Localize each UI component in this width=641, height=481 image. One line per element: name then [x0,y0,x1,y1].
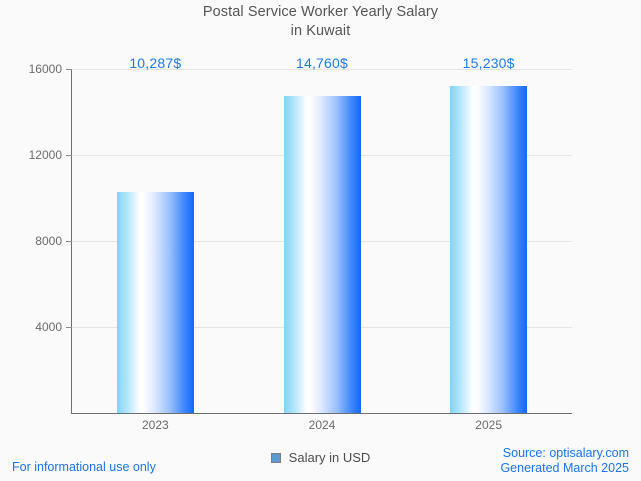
gridline [72,69,572,70]
y-axis-tick-label: 16000 [28,62,62,76]
bar[interactable] [283,95,361,413]
footer-generated: Generated March 2025 [500,461,629,475]
bar-value-label: 15,230$ [462,55,515,71]
chart-title-line-2: in Kuwait [290,23,351,39]
footer-disclaimer: For informational use only [12,460,156,474]
footer-source-block: Source: optisalary.com Generated March 2… [500,446,629,476]
bar[interactable] [450,85,528,413]
y-axis-tick-label: 12000 [28,148,62,162]
x-axis-tick-label: 2023 [141,418,169,432]
chart-title-line-1: Postal Service Worker Yearly Salary [202,4,439,20]
y-axis-tick-label: 8000 [35,234,62,248]
y-axis-tick-label: 4000 [35,320,62,334]
footer-source: Source: optisalary.com [502,446,629,460]
chart-title: Postal Service Worker Yearly Salary in K… [0,3,641,41]
bar-value-label: 10,287$ [129,55,182,71]
legend-item-label: Salary in USD [288,450,371,465]
bar[interactable] [116,191,194,413]
y-axis-tick-mark [66,69,72,70]
chart-legend: Salary in USD [0,450,641,465]
x-axis-tick-label: 2025 [475,418,502,432]
x-axis-tick-label: 2024 [308,418,336,432]
y-axis-tick-mark [66,155,72,156]
legend-swatch-icon [270,452,281,463]
bar-value-label: 14,760$ [295,55,348,71]
y-axis-tick-mark [66,241,72,242]
x-axis-line [71,413,572,414]
y-axis-tick-mark [66,327,72,328]
